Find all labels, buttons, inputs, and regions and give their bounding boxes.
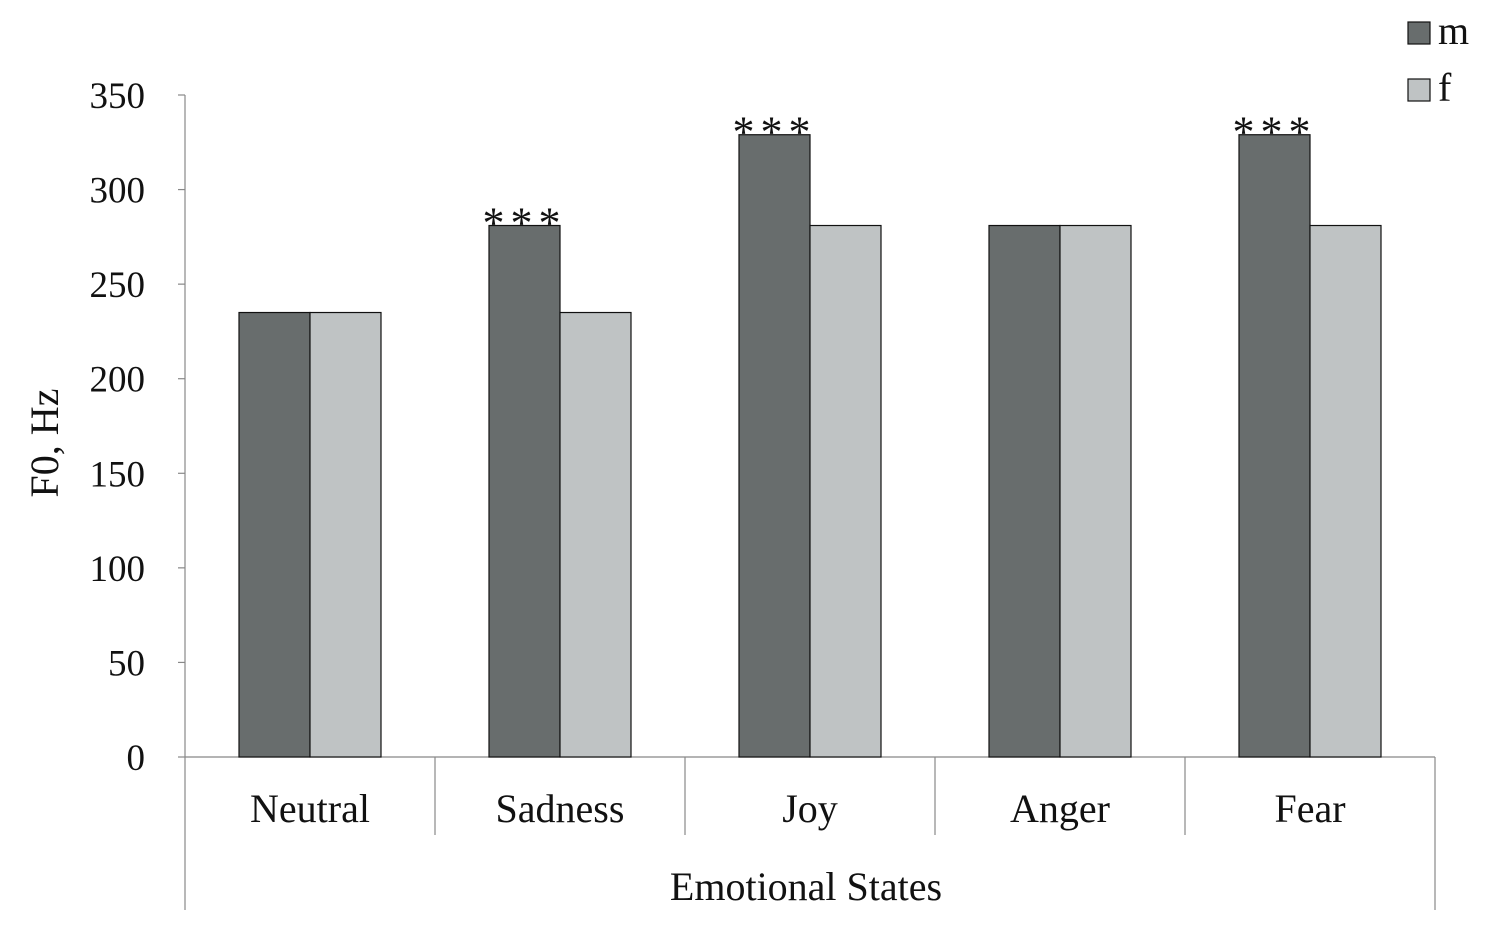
y-tick-label: 350 bbox=[90, 76, 146, 117]
x-tick-label: Anger bbox=[1010, 786, 1110, 831]
x-tick-label: Neutral bbox=[250, 786, 370, 831]
bar-f-sadness bbox=[559, 311, 632, 758]
bar-m-sadness bbox=[488, 224, 561, 758]
significance-annotation: *** bbox=[733, 108, 817, 157]
y-tick-label: 150 bbox=[90, 454, 146, 495]
y-tick-label: 0 bbox=[127, 738, 146, 779]
x-tick-label: Sadness bbox=[496, 786, 625, 831]
y-tick-label: 50 bbox=[108, 643, 145, 684]
x-tick-label: Fear bbox=[1274, 786, 1345, 831]
bar-f-fear bbox=[1309, 224, 1382, 758]
legend-label: f bbox=[1438, 65, 1452, 110]
bar-f-anger bbox=[1059, 224, 1132, 758]
bar-f-joy bbox=[809, 224, 882, 758]
bar-m-anger bbox=[988, 224, 1061, 758]
significance-annotation: *** bbox=[483, 199, 567, 248]
y-tick-label: 100 bbox=[90, 549, 146, 590]
bar-m-joy bbox=[738, 134, 811, 758]
y-tick-label: 200 bbox=[90, 360, 146, 401]
y-tick-label: 250 bbox=[90, 265, 146, 306]
legend-swatch-m bbox=[1407, 21, 1431, 45]
significance-annotation: *** bbox=[1233, 108, 1317, 157]
y-axis-title: F0, Hz bbox=[22, 389, 67, 498]
bar-m-fear bbox=[1238, 134, 1311, 758]
y-tick-label: 300 bbox=[90, 171, 146, 212]
legend-swatch-f bbox=[1407, 78, 1431, 102]
legend-label: m bbox=[1438, 8, 1469, 53]
bar-f-neutral bbox=[309, 311, 382, 758]
x-tick-label: Joy bbox=[782, 786, 838, 831]
bar-m-neutral bbox=[238, 311, 311, 758]
x-axis-title: Emotional States bbox=[670, 864, 942, 909]
